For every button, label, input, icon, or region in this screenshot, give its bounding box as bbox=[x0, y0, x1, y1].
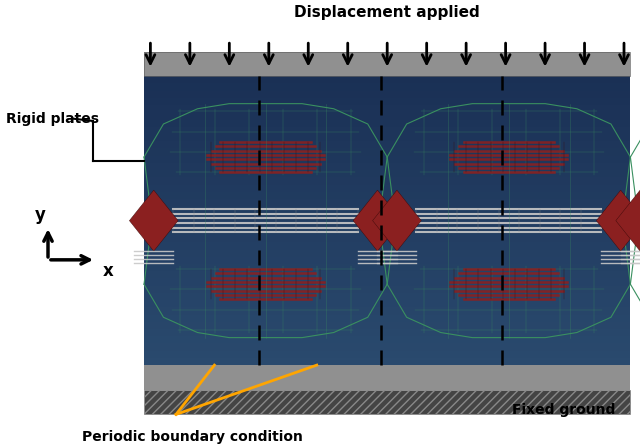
Bar bbox=[144, 351, 630, 358]
Bar bbox=[144, 293, 630, 300]
Bar bbox=[144, 235, 630, 242]
Bar bbox=[144, 206, 630, 213]
Bar bbox=[144, 141, 630, 148]
Bar bbox=[144, 257, 630, 264]
Text: Rigid plates: Rigid plates bbox=[6, 112, 99, 126]
Bar bbox=[144, 314, 630, 322]
Bar bbox=[144, 228, 630, 235]
Bar bbox=[144, 148, 630, 155]
Bar bbox=[144, 134, 630, 141]
Text: Periodic boundary condition: Periodic boundary condition bbox=[81, 430, 303, 444]
Polygon shape bbox=[372, 190, 421, 251]
Bar bbox=[144, 390, 630, 414]
Bar bbox=[144, 307, 630, 314]
Bar bbox=[144, 286, 630, 293]
Bar bbox=[144, 120, 630, 127]
Text: y: y bbox=[35, 206, 45, 224]
Bar bbox=[144, 242, 630, 250]
Bar bbox=[144, 185, 630, 192]
Bar bbox=[144, 90, 630, 98]
Bar bbox=[144, 300, 630, 307]
Bar bbox=[144, 344, 630, 351]
Polygon shape bbox=[129, 190, 178, 251]
Bar bbox=[144, 365, 630, 390]
Bar bbox=[144, 199, 630, 206]
Bar bbox=[144, 250, 630, 257]
Text: Displacement applied: Displacement applied bbox=[294, 5, 480, 20]
Bar bbox=[144, 76, 630, 83]
Bar bbox=[144, 329, 630, 336]
Polygon shape bbox=[596, 190, 640, 251]
Text: x: x bbox=[102, 262, 113, 280]
Bar bbox=[144, 336, 630, 344]
Text: Fixed ground: Fixed ground bbox=[512, 403, 616, 417]
Bar bbox=[144, 170, 630, 177]
Bar bbox=[144, 278, 630, 286]
Bar bbox=[144, 264, 630, 271]
Bar bbox=[144, 192, 630, 199]
Bar bbox=[144, 177, 630, 185]
Bar bbox=[144, 127, 630, 134]
Bar bbox=[144, 213, 630, 220]
Bar bbox=[144, 98, 630, 105]
Polygon shape bbox=[353, 190, 402, 251]
Bar bbox=[144, 83, 630, 90]
Bar bbox=[144, 112, 630, 120]
Bar bbox=[144, 52, 630, 76]
Bar bbox=[144, 163, 630, 170]
Bar bbox=[144, 52, 630, 76]
Bar bbox=[144, 358, 630, 365]
Polygon shape bbox=[616, 190, 640, 251]
Bar bbox=[144, 271, 630, 278]
Bar bbox=[144, 220, 630, 228]
Bar bbox=[144, 105, 630, 112]
Bar bbox=[144, 322, 630, 329]
Bar bbox=[144, 155, 630, 163]
